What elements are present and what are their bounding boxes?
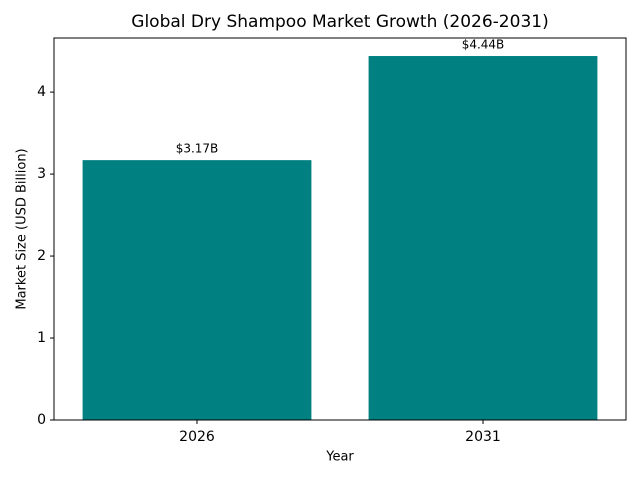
value-label: $4.44B [462, 38, 505, 52]
plot-frame [53, 37, 627, 421]
bar [368, 56, 598, 421]
bar [82, 160, 312, 420]
x-tick-label: 2026 [179, 429, 215, 445]
y-tick-label: 2 [37, 248, 46, 264]
chart-title: Global Dry Shampoo Market Growth (2026-2… [131, 12, 548, 32]
y-tick-label: 3 [37, 166, 46, 182]
y-tick-label: 0 [37, 412, 46, 428]
y-tick-label: 4 [37, 84, 46, 100]
y-tick-label: 1 [37, 330, 46, 346]
y-axis-label: Market Size (USD Billion) [15, 148, 30, 309]
x-axis-label: Year [325, 450, 354, 465]
x-tick-label: 2031 [465, 429, 501, 445]
value-label: $3.17B [176, 142, 219, 156]
